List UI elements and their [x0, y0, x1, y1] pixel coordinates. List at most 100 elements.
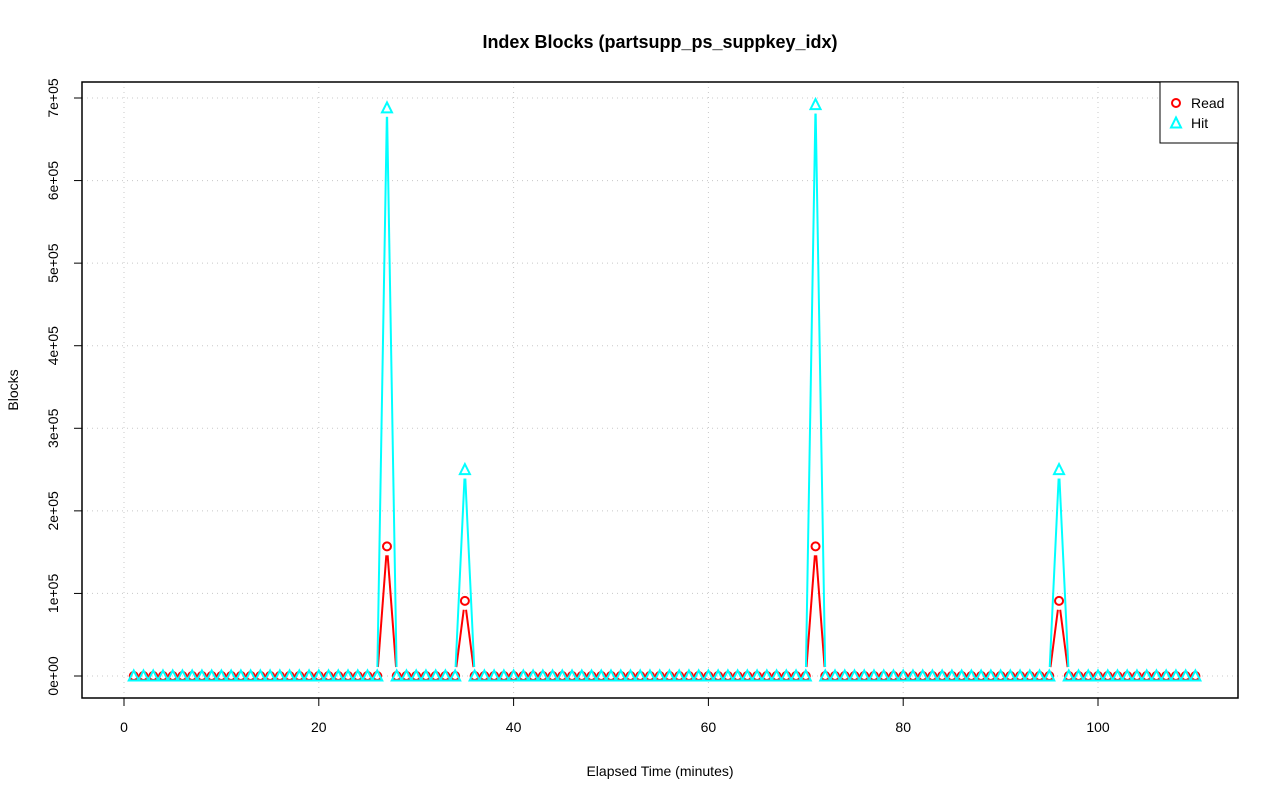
- hit-point: [1140, 668, 1154, 682]
- legend-marker-hit: [1169, 115, 1183, 129]
- hit-point: [974, 668, 988, 682]
- hit-point: [1023, 668, 1037, 682]
- hit-point: [604, 668, 618, 682]
- hit-point: [390, 668, 404, 682]
- hit-point: [955, 668, 969, 682]
- hit-point: [584, 668, 599, 682]
- hit-point: [964, 668, 978, 682]
- hit-point: [1081, 668, 1095, 682]
- hit-point: [244, 668, 258, 682]
- hit-point: [779, 668, 793, 682]
- series-layer: [127, 96, 1203, 682]
- hit-point: [799, 668, 813, 682]
- read-point: [1054, 595, 1065, 606]
- legend-label-hit: Hit: [1191, 115, 1208, 131]
- y-tick-label: 7e+05: [45, 78, 61, 118]
- hit-point: [214, 668, 229, 682]
- x-tick-label: 100: [1086, 719, 1110, 735]
- hit-point: [1032, 668, 1047, 682]
- x-tick-label: 40: [506, 719, 522, 735]
- hit-point: [166, 668, 180, 682]
- series-segment: [376, 555, 388, 668]
- hit-point: [1013, 668, 1027, 682]
- hit-point: [487, 668, 501, 682]
- hit-point: [867, 668, 881, 682]
- hit-point: [1101, 668, 1115, 682]
- hit-point: [497, 668, 511, 682]
- series-segment: [376, 116, 388, 668]
- hit-point: [331, 668, 345, 682]
- hit-point: [506, 668, 521, 682]
- read-point: [810, 541, 821, 552]
- y-axis: 0e+00 1e+05 2e+05 3e+05 4e+05 5e+05 6e+05 7e+05: [45, 78, 82, 696]
- hit-point: [614, 668, 628, 682]
- hit-point: [312, 668, 326, 682]
- y-axis-label: Blocks: [5, 369, 21, 410]
- hit-point: [136, 668, 151, 682]
- hit-point: [808, 96, 823, 111]
- hit-point: [234, 668, 248, 682]
- series-segment: [1049, 609, 1059, 668]
- hit-point: [321, 668, 336, 682]
- hit-point: [448, 668, 462, 682]
- hit-point: [205, 668, 219, 682]
- hit-point: [935, 668, 949, 682]
- hit-point: [1091, 668, 1105, 682]
- hit-point: [857, 668, 871, 682]
- hit-point: [1179, 668, 1193, 682]
- hit-point: [370, 668, 384, 682]
- hit-point: [146, 668, 160, 682]
- series-hit: [127, 96, 1203, 682]
- hit-point: [838, 668, 852, 682]
- hit-point: [740, 668, 754, 682]
- series-read: [128, 541, 1201, 681]
- hit-point: [399, 668, 414, 682]
- hit-point: [847, 668, 862, 682]
- hit-point: [623, 668, 638, 682]
- hit-point: [1042, 668, 1056, 682]
- legend-label-read: Read: [1191, 95, 1224, 111]
- hit-point: [409, 668, 423, 682]
- hit-point: [1062, 668, 1076, 682]
- hit-point: [341, 668, 355, 682]
- hit-point: [877, 668, 891, 682]
- series-segment: [815, 555, 826, 668]
- hit-point: [711, 668, 725, 682]
- hit-point: [1003, 668, 1017, 682]
- hit-point: [721, 668, 735, 682]
- hit-point: [195, 668, 209, 682]
- y-tick-label: 2e+05: [45, 491, 61, 531]
- hit-point: [945, 668, 959, 682]
- hit-point: [682, 668, 696, 682]
- hit-point: [643, 668, 657, 682]
- hit-point: [594, 668, 608, 682]
- hit-point: [302, 668, 316, 682]
- legend: Read Hit: [1159, 81, 1239, 144]
- hit-point: [750, 668, 764, 682]
- hit-point: [282, 668, 297, 682]
- hit-point: [818, 668, 832, 682]
- x-axis-label: Elapsed Time (minutes): [586, 763, 733, 779]
- hit-point: [175, 668, 190, 682]
- hit-point: [224, 668, 238, 682]
- hit-point: [565, 668, 579, 682]
- legend-marker-read: [1171, 98, 1181, 108]
- x-tick-label: 60: [701, 719, 717, 735]
- read-point: [381, 541, 392, 552]
- hit-point: [292, 668, 306, 682]
- hit-point: [419, 668, 433, 682]
- hit-point: [769, 668, 784, 682]
- hit-point: [429, 668, 443, 682]
- series-segment: [1058, 478, 1070, 668]
- hit-point: [789, 668, 803, 682]
- hit-point: [575, 668, 589, 682]
- hit-point: [516, 668, 530, 682]
- chart-title: Index Blocks (partsupp_ps_suppkey_idx): [482, 32, 837, 52]
- legend-box: [1159, 81, 1239, 144]
- series-segment: [464, 478, 476, 668]
- hit-point: [1110, 668, 1125, 682]
- hit-point: [662, 668, 677, 682]
- series-segment: [1059, 609, 1069, 668]
- hit-point: [633, 668, 647, 682]
- hit-point: [731, 668, 745, 682]
